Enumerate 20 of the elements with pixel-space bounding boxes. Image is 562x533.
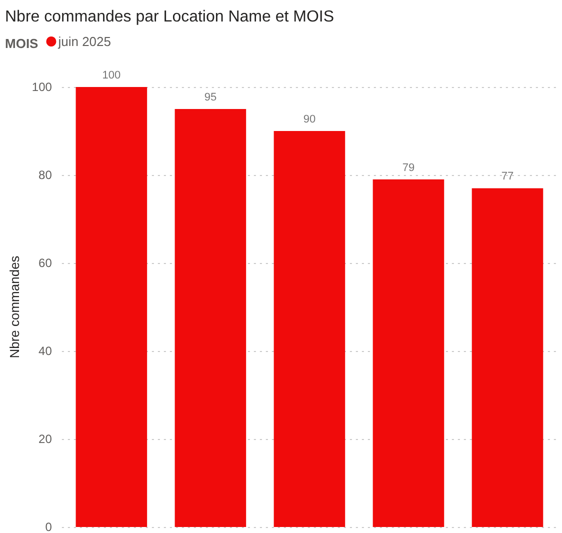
data-label: 79 (402, 162, 415, 174)
y-tick-label: 40 (38, 344, 52, 358)
legend-title: MOIS (5, 36, 39, 51)
data-label: 77 (501, 170, 514, 183)
y-tick-label: 0 (45, 520, 52, 533)
bar (274, 131, 346, 527)
legend-label: juin 2025 (57, 34, 112, 49)
bar (174, 109, 246, 527)
y-axis-title: Nbre commandes (7, 255, 22, 358)
bar (472, 188, 544, 527)
data-label: 100 (102, 70, 121, 82)
y-tick-label: 20 (38, 432, 52, 446)
data-label: 90 (303, 114, 316, 126)
y-tick-label: 80 (38, 168, 52, 182)
y-tick-label: 100 (32, 80, 52, 94)
data-label: 95 (204, 92, 217, 104)
bar (372, 179, 444, 527)
chart-title: Nbre commandes par Location Name et MOIS (5, 8, 334, 26)
y-tick-label: 60 (38, 256, 52, 270)
bar (76, 87, 148, 527)
